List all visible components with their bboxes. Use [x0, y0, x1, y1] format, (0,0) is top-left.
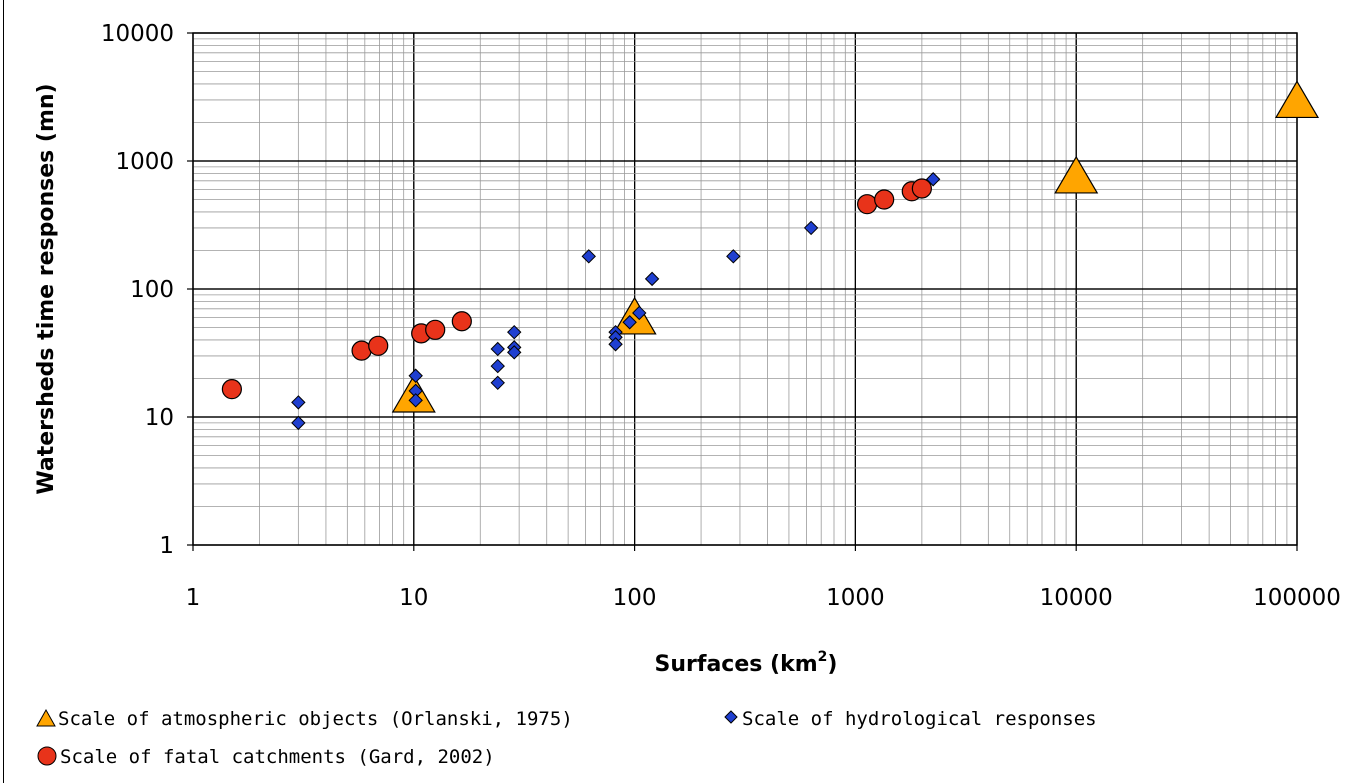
fatal-catchment-point — [351, 340, 372, 361]
fatal-catchment-point — [857, 194, 878, 215]
legend: Scale of atmospheric objects (Orlanski, … — [36, 708, 1097, 768]
x-axis-title-superscript: 2 — [818, 649, 828, 665]
legend-diamond-icon — [724, 710, 738, 724]
hydrological-response-point — [408, 393, 423, 408]
legend-item-fatal-catchments: Scale of fatal catchments (Gard, 2002) — [37, 746, 495, 768]
legend-label-hydrological: Scale of hydrological responses — [742, 708, 1097, 730]
grid-layer — [192, 32, 1298, 546]
atmospheric-object-point — [1054, 155, 1099, 194]
x-tick-label: 1 — [186, 585, 201, 611]
legend-label-fatal-catchments: Scale of fatal catchments (Gard, 2002) — [60, 746, 495, 768]
hydrological-response-point — [803, 220, 819, 236]
hydrological-response-point — [291, 395, 306, 410]
y-tick-label: 10 — [145, 405, 174, 431]
hydrological-response-point — [507, 345, 522, 360]
x-axis-title: Surfaces (km2) — [655, 649, 838, 677]
x-tick-label: 100000 — [1253, 585, 1341, 611]
hydrological-response-point — [644, 271, 660, 287]
x-tick-label: 100 — [613, 585, 657, 611]
marker-layer — [221, 80, 1320, 431]
fatal-catchment-point — [874, 189, 895, 210]
hydrological-response-point — [408, 368, 423, 383]
y-tick-label: 100 — [130, 277, 174, 303]
hydrological-response-point — [608, 337, 623, 352]
fatal-catchment-point — [425, 319, 446, 340]
hydrological-response-point — [925, 172, 941, 187]
hydrological-response-point — [291, 415, 306, 431]
hydrological-response-point — [490, 358, 505, 374]
hydrological-response-point — [581, 249, 596, 264]
hydrological-response-point — [726, 249, 741, 264]
y-tick-label: 10000 — [101, 21, 174, 47]
atmospheric-object-point — [612, 296, 657, 335]
legend-item-hydrological: Scale of hydrological responses — [724, 708, 1097, 730]
hydrological-response-point — [507, 324, 522, 340]
hydrological-response-point — [632, 305, 647, 321]
y-tick-label: 1 — [159, 533, 174, 559]
fatal-catchment-point — [221, 379, 242, 400]
legend-triangle-icon — [36, 708, 56, 727]
y-tick-label: 1000 — [115, 149, 174, 175]
fatal-catchment-point — [911, 178, 932, 199]
legend-label-atmospheric: Scale of atmospheric objects (Orlanski, … — [58, 708, 573, 730]
hydrological-response-point — [490, 375, 505, 391]
fatal-catchment-point — [451, 311, 472, 332]
x-tick-label: 10 — [399, 585, 428, 611]
x-axis-title-main: Surfaces (km — [655, 652, 818, 677]
atmospheric-object-point — [1274, 80, 1320, 119]
hydrological-response-point — [622, 315, 637, 330]
y-axis-title: Watersheds time responses (mn) — [34, 83, 59, 494]
x-tick-label: 1000 — [826, 585, 885, 611]
legend-circle-icon — [37, 746, 57, 766]
legend-item-atmospheric: Scale of atmospheric objects (Orlanski, … — [36, 708, 573, 730]
left-border-line — [3, 0, 4, 783]
fatal-catchment-point — [368, 335, 389, 356]
x-tick-label: 10000 — [1040, 585, 1113, 611]
x-axis-title-close: ) — [827, 652, 837, 677]
tick-label-layer: 1 10 100 1000 10000 100000 1 10 100 1000 10000 — [101, 21, 1341, 611]
hydrological-response-point — [490, 341, 505, 357]
